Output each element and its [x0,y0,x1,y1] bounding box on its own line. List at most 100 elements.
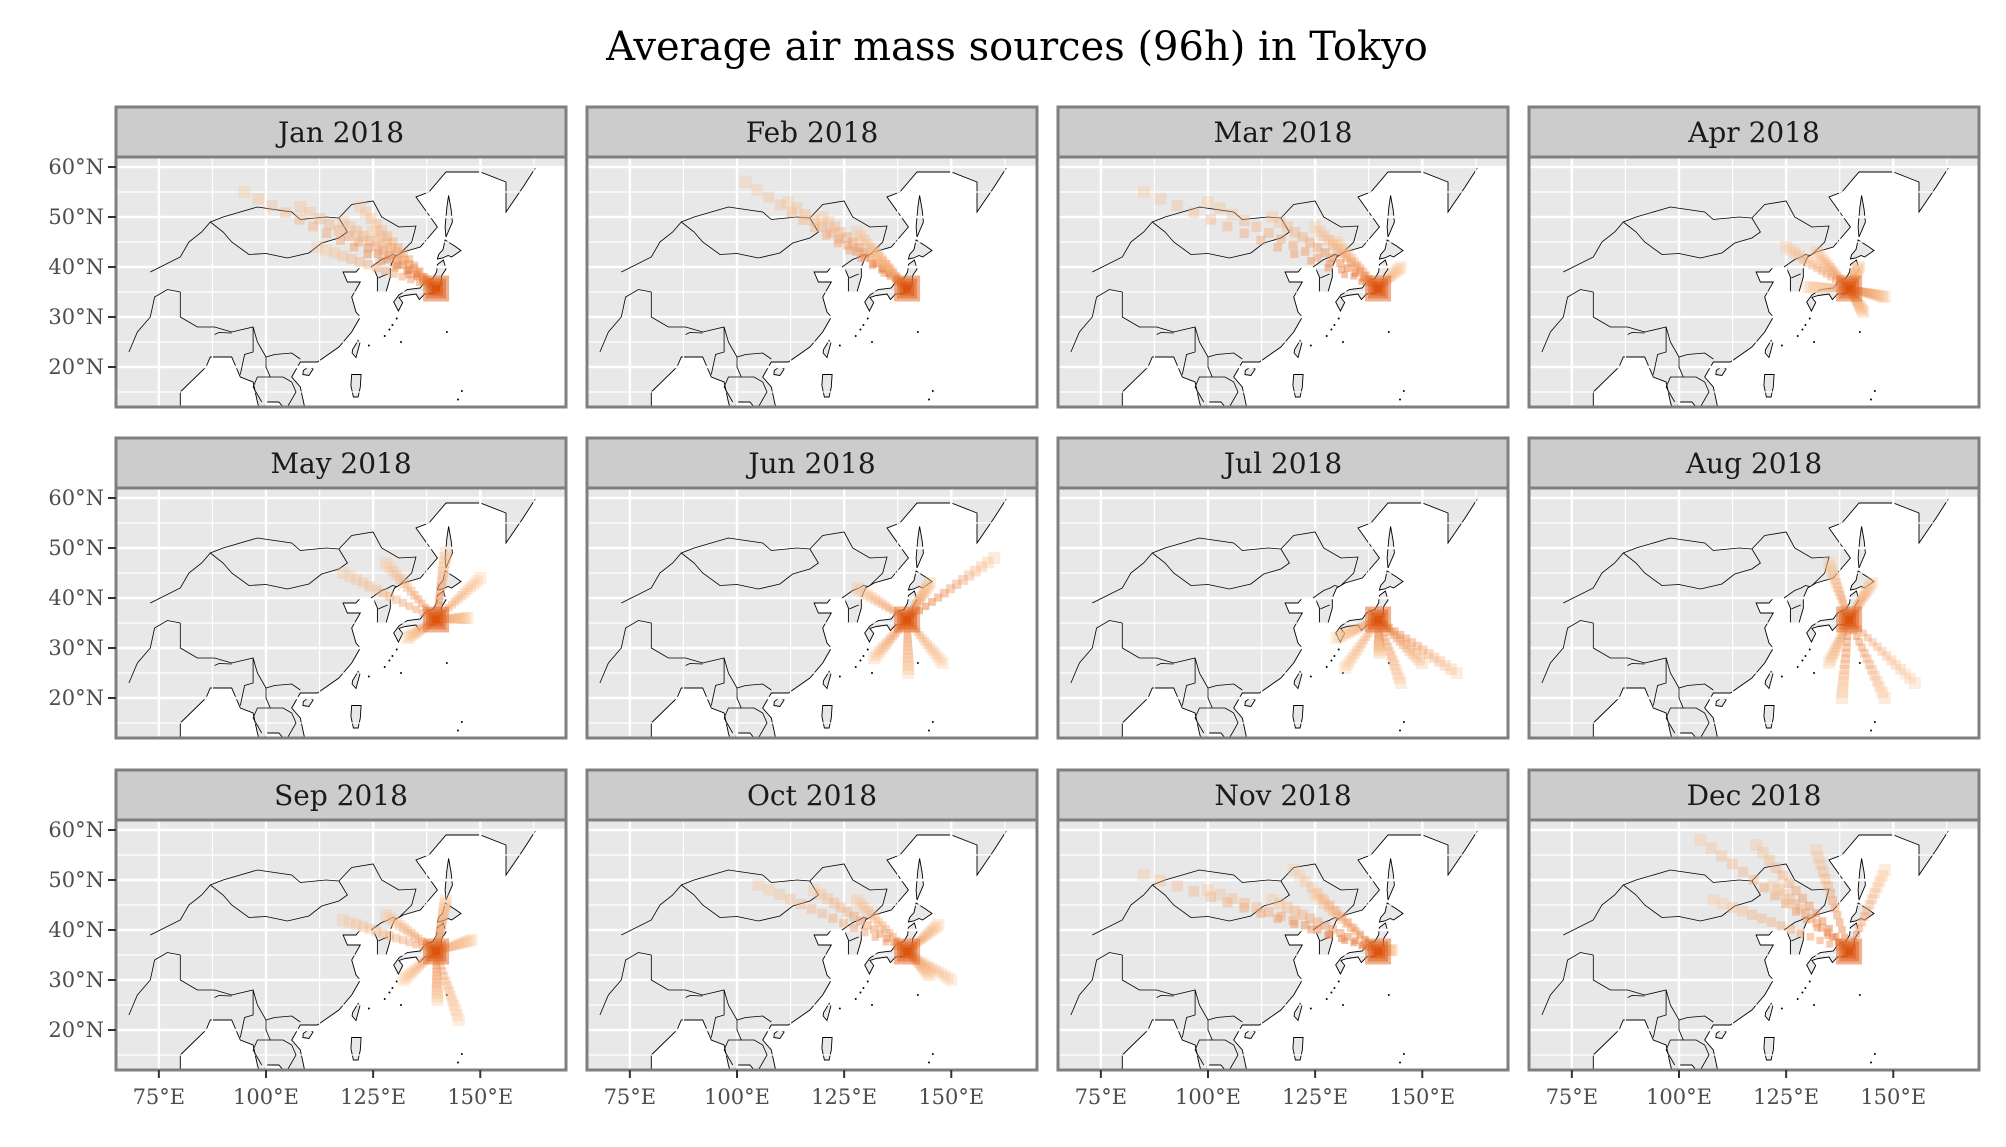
facet-strip: May 2018 [114,436,568,490]
density-cell [1860,912,1869,921]
density-cell [454,939,464,950]
small-island [1342,672,1344,674]
y-tick-label: 40°N [48,255,104,279]
density-cell [432,977,442,988]
density-cell [364,581,375,592]
density-cell [1439,659,1451,671]
density-cell [1346,923,1356,932]
density-cell [1263,228,1274,238]
density-cell [888,631,898,641]
density-cell [1812,918,1821,928]
density-cell [970,565,981,577]
country-border [1070,952,1123,1016]
graticule [1529,488,1979,738]
small-island [400,1004,402,1006]
density-cell [934,593,943,602]
density-cell [1413,654,1425,666]
island [821,374,833,398]
country-border [1320,604,1330,610]
density-cell [405,271,413,279]
density-cell [1874,290,1886,302]
small-island [1813,672,1815,674]
density-cell [402,582,413,592]
density-cell [1842,643,1851,652]
density-cell [1839,599,1848,608]
small-island [1796,666,1799,668]
density-cell [294,201,307,213]
density-cell [883,934,891,942]
density-cell [1834,636,1844,646]
density-cell [1266,894,1279,906]
density-cell [1824,561,1837,573]
density-cell [1256,235,1266,245]
density-cell [410,261,419,270]
density-cell [439,552,452,564]
density-cell [401,632,414,644]
density-cell [1407,648,1419,659]
density-cell [1836,591,1845,600]
density-cell [1374,633,1384,644]
island [1763,1037,1775,1061]
density-cell [916,961,927,972]
density-cell [1851,266,1863,277]
island [350,1037,362,1061]
country-border [723,707,742,734]
density-cell [437,917,447,927]
trajectory-density [1137,186,1407,302]
country-border [849,273,859,279]
density-cell [922,639,933,649]
density-cell [875,254,887,266]
density-cell [1854,301,1866,313]
density-cell [1830,283,1839,292]
density-cell [1852,297,1862,307]
density-cell [862,589,874,601]
density-cell [915,960,925,970]
density-cell [405,265,414,274]
density-cell [431,981,443,992]
density-cell [1318,230,1330,242]
country-border [370,254,397,268]
land-mass [1058,488,1508,738]
small-island [395,648,398,651]
density-cell [823,216,835,228]
small-island [928,729,930,732]
density-cell [437,576,447,587]
graticule [1058,820,1508,1070]
density-cell [1338,934,1346,942]
density-cell [936,657,949,669]
density-cell [1373,642,1385,654]
small-island [460,721,463,723]
density-cell [1855,924,1864,933]
density-cell [1418,645,1428,655]
density-cell [1318,894,1329,905]
density-cell [886,634,896,644]
density-cell [806,903,817,914]
density-cell [1389,268,1400,279]
density-cell [437,962,445,970]
density-cell [885,264,894,273]
density-cell [903,649,913,659]
density-cell [1832,582,1843,592]
trajectory-density [1694,834,1891,965]
density-cell [1364,629,1373,638]
island [907,570,933,591]
density-cell [1815,251,1827,263]
density-cell [1886,655,1897,666]
density-cell [1869,888,1880,899]
country-border [378,936,388,942]
density-cell [1823,657,1835,669]
density-cell [1318,897,1330,909]
panel-frame [114,818,568,1072]
small-island [1333,987,1336,989]
country-border [841,254,868,268]
density-cell [294,214,305,225]
island [1849,239,1875,260]
land-mass [116,820,566,1070]
density-cell [1423,649,1434,659]
density-cell [1281,221,1293,233]
density-cell [1823,260,1833,270]
density-cell [1350,924,1358,933]
facet-label: Oct 2018 [747,779,877,812]
density-cell [1386,651,1396,661]
density-cell [891,629,900,638]
